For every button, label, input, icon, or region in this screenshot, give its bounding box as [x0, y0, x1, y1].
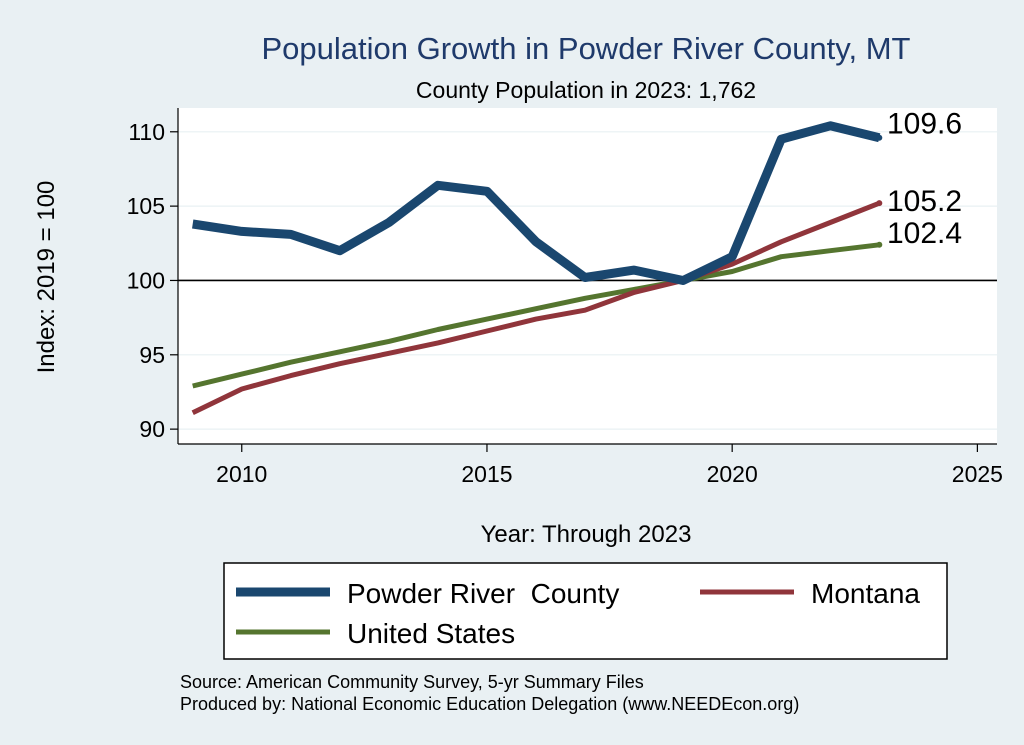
end-label-0: 109.6	[887, 108, 962, 141]
x-tick-label: 2010	[216, 461, 267, 487]
series-end-point-2	[876, 241, 883, 248]
series-lines	[191, 121, 883, 416]
axes: 90 95 100 105 110 2010 2015 2020 2025	[127, 108, 1003, 487]
x-tick-label: 2015	[461, 461, 512, 487]
y-tick-label: 90	[139, 416, 165, 442]
legend-label-montana: Montana	[811, 578, 920, 609]
legend-label-us: United States	[347, 618, 515, 649]
x-tick-label: 2025	[952, 461, 1003, 487]
legend: Powder River County Montana United State…	[223, 562, 948, 660]
end-label-2: 102.4	[887, 217, 962, 250]
y-tick-label: 95	[139, 342, 165, 368]
source-note: Source: American Community Survey, 5-yr …	[180, 672, 644, 692]
y-tick-label: 110	[128, 119, 165, 145]
series-line-1	[191, 200, 881, 416]
series-line-2	[192, 242, 880, 389]
y-tick-label: 100	[127, 267, 165, 293]
legend-label-county: Powder River County	[347, 578, 619, 609]
y-tick-label: 105	[127, 193, 165, 219]
chart-title: Population Growth in Powder River County…	[262, 31, 911, 66]
series-end-point-0	[876, 134, 883, 141]
x-tick-label: 2020	[707, 461, 758, 487]
series-line-0	[192, 121, 881, 285]
series-end-point-1	[876, 200, 883, 207]
legend-box	[223, 562, 948, 660]
producer-note: Produced by: National Economic Education…	[180, 694, 799, 714]
x-axis-label: Year: Through 2023	[481, 521, 692, 548]
chart-subtitle: County Population in 2023: 1,762	[416, 77, 756, 103]
end-label-1: 105.2	[887, 185, 962, 218]
y-axis-label: Index: 2019 = 100	[33, 181, 60, 374]
